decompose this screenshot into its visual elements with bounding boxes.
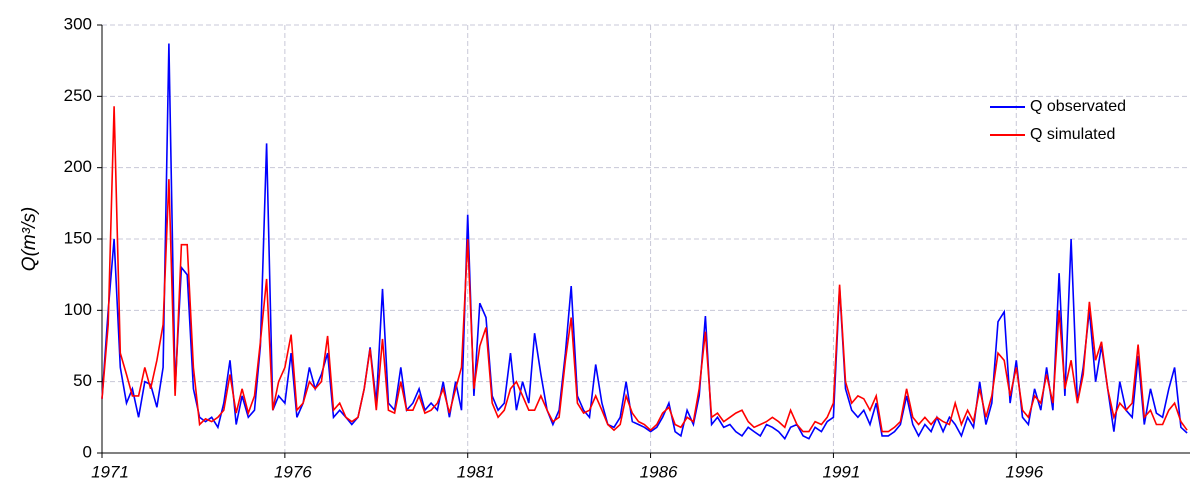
data-line [101,43,1188,441]
x-tick-label: 1986 [640,462,678,481]
y-tick-label: 150 [64,228,92,247]
y-tick-label: 0 [83,442,92,461]
legend-label: Q observated [1030,98,1126,115]
x-tick-label: 1971 [91,462,129,481]
y-tick-label: 300 [64,14,92,33]
x-tick-label: 1981 [457,462,495,481]
y-tick-label: 200 [64,157,92,176]
x-tick-label: 1976 [274,462,312,481]
x-tick-label: 1996 [1005,462,1043,481]
y-axis-label: Q(m³/s) [19,207,40,271]
data-line [101,106,1188,433]
y-tick-label: 50 [73,371,92,390]
y-tick-label: 100 [64,300,92,319]
x-tick-label: 1991 [823,462,861,481]
y-tick-label: 250 [64,86,92,105]
legend-label: Q simulated [1030,126,1115,143]
